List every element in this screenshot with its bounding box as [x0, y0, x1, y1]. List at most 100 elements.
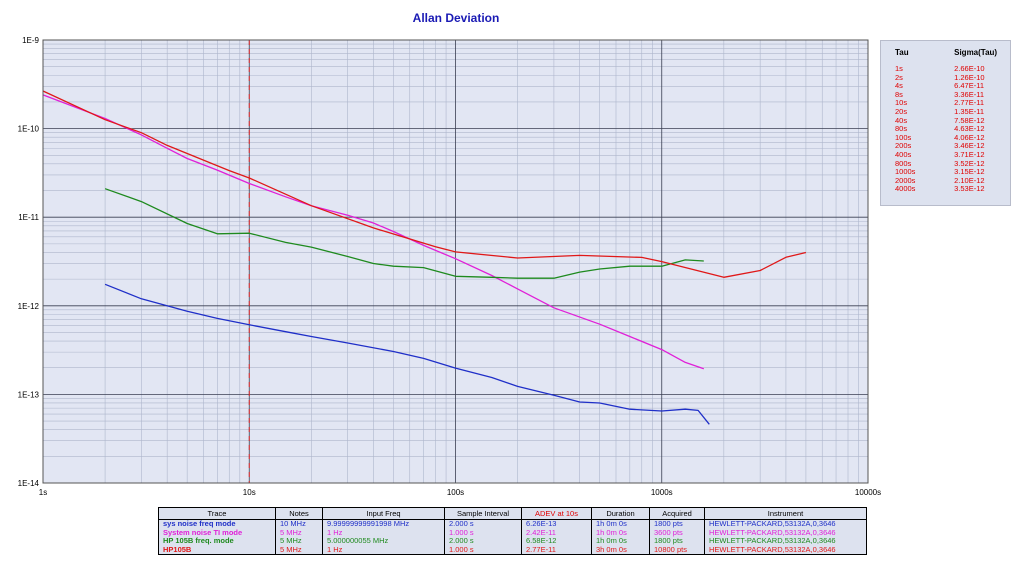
legend-cell-sample-interval: 2.000 s: [444, 519, 522, 529]
tau-value: 1000s: [895, 167, 916, 177]
legend-cell-instrument: HEWLETT-PACKARD,53132A,0,3646: [704, 537, 867, 546]
tau-value: 200s: [895, 141, 912, 151]
legend-cell-acquired: 3600 pts: [649, 528, 705, 537]
series-line-1: [104, 283, 710, 425]
tau-row: 200s 3.46E-12: [881, 142, 1010, 151]
tau-value: 1s: [895, 64, 903, 73]
col-acquired: Acquired: [649, 507, 705, 520]
sigma-value: 3.15E-12: [954, 167, 985, 177]
sigma-value: 1.26E-10: [954, 72, 985, 82]
x-tick-label: 10s: [243, 488, 256, 497]
tau-value: 4s: [895, 81, 903, 91]
sigma-value: 6.47E-11: [954, 81, 985, 91]
legend-cell-duration: 1h 0m 0s: [591, 528, 650, 537]
x-tick-label: 100s: [447, 488, 464, 497]
y-tick-label: 1E-10: [18, 125, 40, 134]
sigma-value: 2.10E-12: [954, 175, 985, 185]
x-tick-label: 10000s: [855, 488, 881, 497]
chart-title: Allan Deviation: [413, 11, 500, 25]
trace-legend-table: Trace Notes Input Freq Sample Interval A…: [158, 507, 867, 555]
sigma-header: Sigma(Tau): [954, 48, 998, 57]
col-notes: Notes: [275, 507, 323, 520]
plot-frame: [42, 39, 869, 484]
tau-value: 100s: [895, 132, 912, 142]
legend-cell-adev-at-10s: 6.26E-13: [521, 519, 592, 529]
y-tick-label: 1E-12: [18, 302, 40, 311]
col-duration: Duration: [591, 507, 650, 520]
tau-value: 800s: [895, 158, 912, 168]
tau-rows: 1s 2.66E-10 2s 1.26E-10 4s 6.47E-11 8s 3.36E-11…: [881, 64, 1010, 194]
x-tick-label: 1s: [39, 488, 47, 497]
tau-value: 2s: [895, 72, 903, 82]
col-adev: ADEV at 10s: [521, 507, 592, 520]
sigma-value: 3.53E-12: [954, 184, 985, 194]
legend-cell-acquired: 1800 pts: [649, 537, 705, 546]
sigma-value: 3.52E-12: [954, 158, 985, 168]
tau-row: 10s 2.77E-11: [881, 99, 1010, 108]
legend-cell-duration: 3h 0m 0s: [591, 545, 650, 555]
sigma-value: 4.63E-12: [954, 124, 985, 134]
axis-tick-labels: 1s 10s 100s 1000s 10000s 1E-9 1E-10 1E-11 1E-12 1…: [18, 36, 881, 497]
tau-row: 2000s 2.10E-12: [881, 175, 1010, 186]
tau-row: 100s 4.06E-12: [881, 132, 1010, 143]
sigma-value: 3.36E-11: [954, 89, 985, 99]
tau-row: 20s 1.35E-11: [881, 106, 1010, 117]
tau-value: 4000s: [895, 184, 916, 194]
y-tick-label: 1E-14: [18, 479, 40, 488]
x-tick-label: 1000s: [651, 488, 673, 497]
legend-cell-input-freq: 1 Hz: [322, 528, 445, 537]
legend-cell-input-freq: 1 Hz: [322, 545, 445, 555]
legend-row: HP105B 5 MHz 1 Hz 1.000 s 2.77E-11 3h 0m 0s 10…: [158, 545, 867, 555]
tau-value: 10s: [895, 98, 908, 108]
legend-cell-acquired: 1800 pts: [649, 519, 705, 529]
trace-legend: Trace Notes Input Freq Sample Interval A…: [158, 507, 867, 555]
series-lines: [42, 90, 807, 425]
sigma-value: 7.58E-12: [954, 115, 985, 125]
legend-row: sys noise freq mode 10 MHz 9.9999999999199…: [158, 519, 867, 529]
series-line-2: [42, 94, 705, 370]
legend-body: sys noise freq mode 10 MHz 9.9999999999199…: [158, 519, 867, 555]
legend-cell-notes: 5 MHz: [275, 545, 323, 555]
tau-row: 80s 4.63E-12: [881, 125, 1010, 134]
legend-cell-trace-name: sys noise freq mode: [158, 519, 276, 529]
tau-row: 2s 1.26E-10: [881, 72, 1010, 83]
legend-row: System noise TI mode 5 MHz 1 Hz 1.000 s 2.42…: [158, 528, 867, 537]
tau-value: 2000s: [895, 175, 916, 185]
tau-sigma-panel: Tau Sigma(Tau) 1s 2.66E-10 2s 1.26E-10 4s 6.4…: [880, 40, 1011, 206]
col-sample-interval: Sample Interval: [444, 507, 522, 520]
col-instrument: Instrument: [704, 507, 867, 520]
tau-value: 20s: [895, 106, 908, 116]
legend-cell-notes: 5 MHz: [275, 537, 323, 546]
tau-row: 8s 3.36E-11: [881, 89, 1010, 100]
tau-value: 8s: [895, 89, 903, 99]
legend-cell-trace-name: HP 105B freq. mode: [158, 537, 276, 546]
legend-cell-adev-at-10s: 6.58E-12: [521, 537, 592, 546]
legend-cell-adev-at-10s: 2.42E-11: [521, 528, 592, 537]
legend-cell-notes: 5 MHz: [275, 528, 323, 537]
legend-cell-instrument: HEWLETT-PACKARD,53132A,0,3646: [704, 545, 867, 555]
tau-row: 4000s 3.53E-12: [881, 185, 1010, 194]
sigma-value: 3.71E-12: [954, 149, 985, 159]
legend-header-row: Trace Notes Input Freq Sample Interval A…: [158, 507, 867, 520]
tau-row: 4s 6.47E-11: [881, 82, 1010, 91]
sigma-value: 2.77E-11: [954, 98, 985, 108]
sigma-value: 2.66E-10: [954, 64, 985, 73]
tau-value: 400s: [895, 149, 912, 159]
col-trace: Trace: [158, 507, 276, 520]
legend-cell-sample-interval: 1.000 s: [444, 528, 522, 537]
allan-deviation-chart: Allan Deviation 1s 10s 100s 1000s 10000s 1E-9…: [18, 11, 881, 497]
legend-cell-acquired: 10800 pts: [649, 545, 705, 555]
legend-cell-adev-at-10s: 2.77E-11: [521, 545, 592, 555]
legend-cell-duration: 1h 0m 0s: [591, 519, 650, 529]
legend-cell-sample-interval: 1.000 s: [444, 545, 522, 555]
tau-row: 400s 3.71E-12: [881, 149, 1010, 160]
sigma-value: 3.46E-12: [954, 141, 985, 151]
tau-row: 1000s 3.15E-12: [881, 168, 1010, 177]
legend-cell-trace-name: HP105B: [158, 545, 276, 555]
legend-cell-input-freq: 5.000000055 MHz: [322, 537, 445, 546]
y-tick-label: 1E-11: [18, 213, 39, 222]
sigma-value: 4.06E-12: [954, 132, 985, 142]
y-tick-label: 1E-13: [18, 390, 40, 399]
tau-row: 40s 7.58E-12: [881, 115, 1010, 126]
tau-panel-header: Tau Sigma(Tau): [881, 41, 1010, 65]
